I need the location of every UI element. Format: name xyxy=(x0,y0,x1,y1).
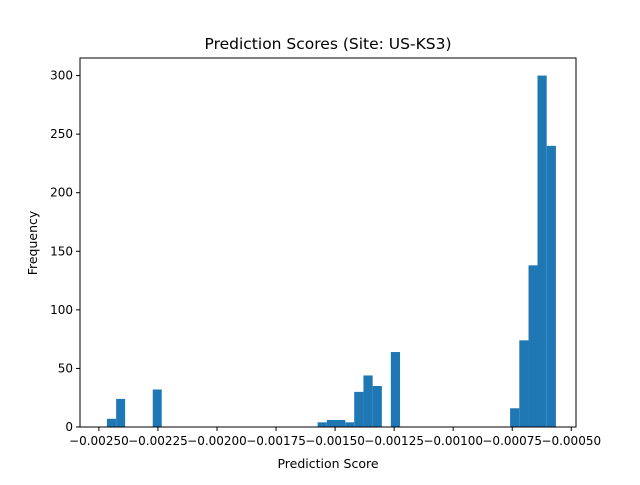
histogram-bar xyxy=(528,265,538,427)
histogram-bar xyxy=(336,419,346,427)
histogram-bar xyxy=(152,389,162,427)
bars-layer xyxy=(106,75,556,428)
histogram-bar xyxy=(363,375,373,427)
x-tick-label: −0.00225 xyxy=(128,434,188,448)
x-tick-label: −0.00175 xyxy=(246,434,306,448)
x-tick-label: −0.00050 xyxy=(541,434,601,448)
histogram-bar xyxy=(537,75,547,427)
y-axis: 0 50 100 150 200 250 300 xyxy=(50,69,80,434)
histogram-bar xyxy=(106,418,117,427)
histogram-bar xyxy=(345,422,355,427)
histogram-bar xyxy=(390,352,401,427)
histogram-bar xyxy=(354,391,364,427)
y-axis-label: Frequency xyxy=(25,210,40,275)
chart-title: Prediction Scores (Site: US-KS3) xyxy=(205,35,452,53)
x-tick-label: −0.00075 xyxy=(482,434,542,448)
histogram-bar xyxy=(317,422,327,427)
x-tick-label: −0.00125 xyxy=(364,434,424,448)
plot-frame xyxy=(79,57,577,428)
histogram-bar xyxy=(519,340,529,427)
x-axis-label: Prediction Score xyxy=(277,456,378,471)
x-axis: −0.00250 −0.00225 −0.00200 −0.00175 −0.00150… xyxy=(69,427,601,448)
histogram-bar xyxy=(116,398,126,427)
x-tick-label: −0.00100 xyxy=(423,434,483,448)
x-tick-label: −0.00150 xyxy=(305,434,365,448)
histogram-bar xyxy=(326,419,337,427)
y-tick-label: 250 xyxy=(50,127,73,141)
x-tick-label: −0.00250 xyxy=(69,434,129,448)
x-tick-label: −0.00200 xyxy=(187,434,247,448)
y-tick-label: 50 xyxy=(58,361,73,375)
y-tick-label: 150 xyxy=(50,244,73,258)
y-tick-label: 200 xyxy=(50,186,73,200)
y-tick-label: 100 xyxy=(50,303,73,317)
histogram-bar xyxy=(372,386,382,427)
histogram-bar xyxy=(510,408,520,427)
y-tick-label: 0 xyxy=(65,420,73,434)
histogram-bar xyxy=(546,145,556,428)
y-tick-label: 300 xyxy=(50,69,73,83)
